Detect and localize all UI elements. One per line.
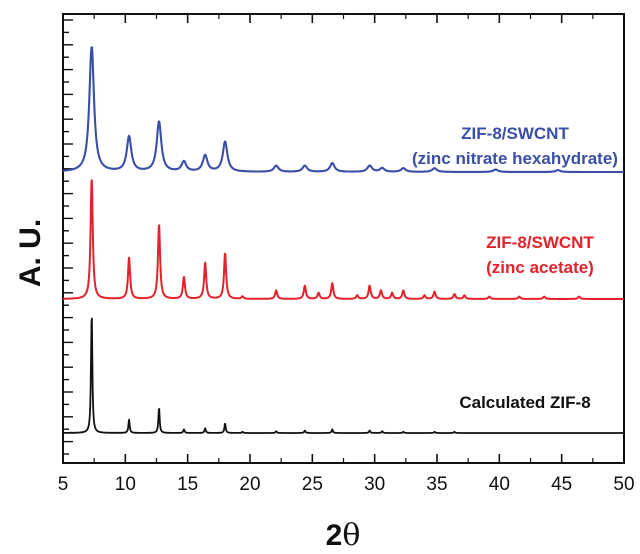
x-tick-label: 5 <box>58 474 69 495</box>
series-line <box>62 179 625 300</box>
x-tick-label: 50 <box>613 474 634 495</box>
x-tick-label: 40 <box>489 474 510 495</box>
series-labels: ZIF-8/SWCNT (zinc nitrate hexahydrate) ZIF… <box>412 124 618 412</box>
series-label: ZIF-8/SWCNT <box>486 233 594 252</box>
x-tick-label: 30 <box>364 474 385 495</box>
x-tick-label: 20 <box>239 474 260 495</box>
series-label: Calculated ZIF-8 <box>459 393 590 412</box>
series-line <box>62 317 625 434</box>
x-axis-ticks: 5 10 15 20 25 30 35 40 45 50 <box>58 14 635 495</box>
x-axis-label-main: 2 <box>326 519 343 552</box>
series-traces <box>62 46 625 434</box>
series-label: (zinc nitrate hexahydrate) <box>412 149 618 168</box>
y-axis-ticks <box>63 19 73 455</box>
x-tick-label: 35 <box>426 474 447 495</box>
x-tick-label: 45 <box>551 474 572 495</box>
x-tick-label: 10 <box>115 474 136 495</box>
x-axis-label: 2θ <box>326 518 361 553</box>
y-axis-label: A. U. <box>14 219 47 287</box>
series-label: (zinc acetate) <box>486 258 594 277</box>
series-line <box>62 46 625 174</box>
x-tick-label: 25 <box>302 474 323 495</box>
series-label: ZIF-8/SWCNT <box>461 124 569 143</box>
x-axis-label-symbol: θ <box>342 518 360 553</box>
x-tick-label: 15 <box>177 474 198 495</box>
